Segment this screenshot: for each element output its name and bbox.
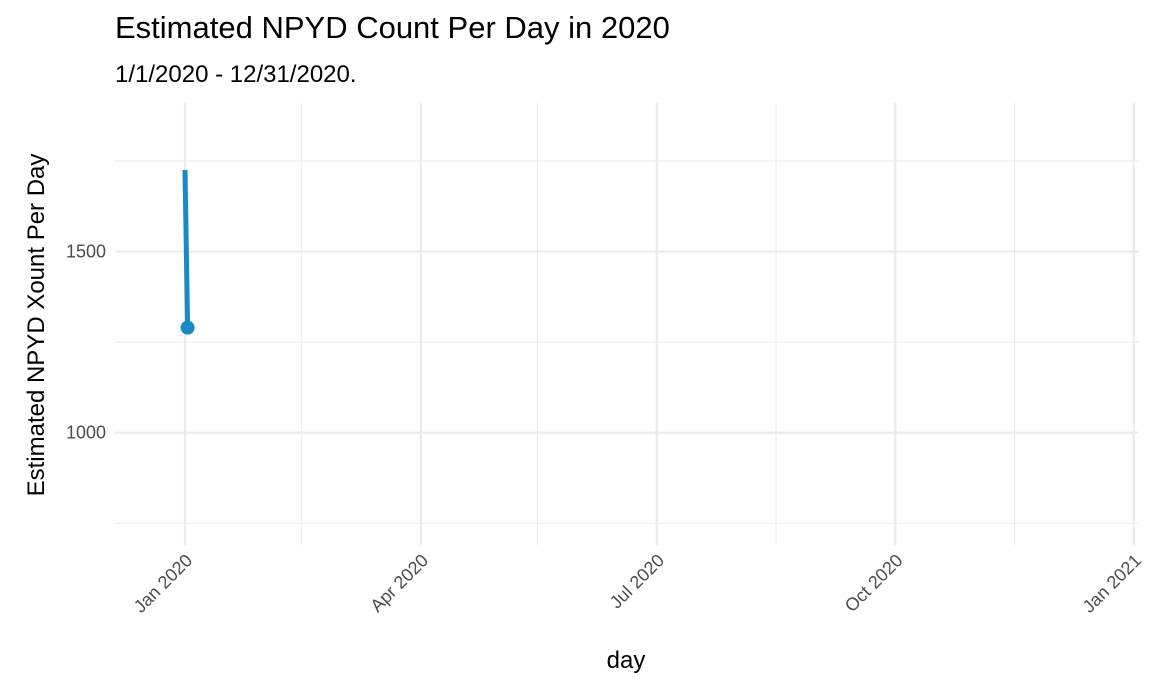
y-axis-title: Estimated NPYD Xount Per Day	[23, 154, 50, 497]
series-line	[182, 169, 191, 328]
x-axis-title: day	[607, 647, 646, 674]
grid	[115, 103, 1139, 545]
x-tick-label: Apr 2020	[366, 550, 432, 616]
chart-subtitle: 1/1/2020 - 12/31/2020.	[115, 61, 357, 88]
x-tick-label: Oct 2020	[841, 550, 907, 616]
data-point	[180, 320, 195, 335]
x-tick-label: Jul 2020	[606, 550, 668, 612]
y-tick-label: 1000	[66, 423, 106, 443]
x-tick-label: Jan 2020	[130, 550, 197, 617]
tick-labels: 1000 1500 Jan 2020 Apr 2020 Jul 2020 Oct 2020…	[66, 242, 1145, 617]
series-layer	[180, 169, 195, 335]
x-tick-label: Jan 2021	[1079, 550, 1146, 617]
y-tick-label: 1500	[66, 242, 106, 262]
chart-title: Estimated NPYD Count Per Day in 2020	[115, 10, 670, 45]
